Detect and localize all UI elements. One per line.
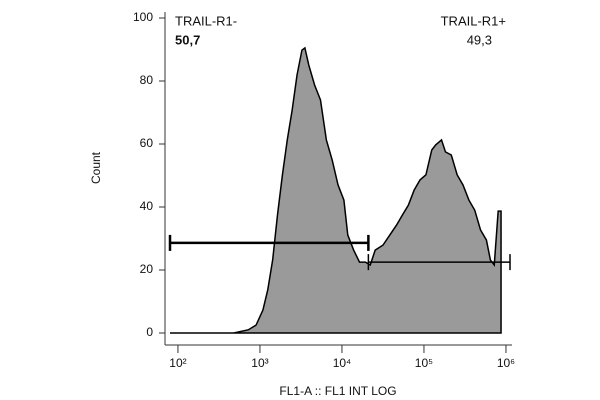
x-tick-label: 10⁵ [415, 356, 433, 370]
y-tick-label: 60 [140, 136, 154, 150]
gate-name: TRAIL-R1+ [441, 13, 506, 28]
gate-percent: 50,7 [175, 32, 200, 47]
gate-percent: 49,3 [467, 32, 492, 47]
y-tick-label: 100 [133, 10, 153, 24]
y-tick-label: 80 [140, 73, 154, 87]
x-tick-label: 10⁴ [333, 356, 352, 370]
x-tick-label: 10³ [251, 356, 268, 370]
x-tick-label: 10⁶ [497, 356, 515, 370]
gate-name: TRAIL-R1- [175, 13, 237, 28]
histogram-area [170, 46, 502, 334]
y-tick-label: 40 [140, 199, 154, 213]
y-tick-label: 0 [146, 325, 153, 339]
x-axis-label: FL1-A :: FL1 INT LOG [279, 384, 396, 398]
y-tick-label: 20 [140, 262, 154, 276]
x-tick-label: 10² [169, 356, 186, 370]
y-axis-label: Count [89, 151, 103, 184]
